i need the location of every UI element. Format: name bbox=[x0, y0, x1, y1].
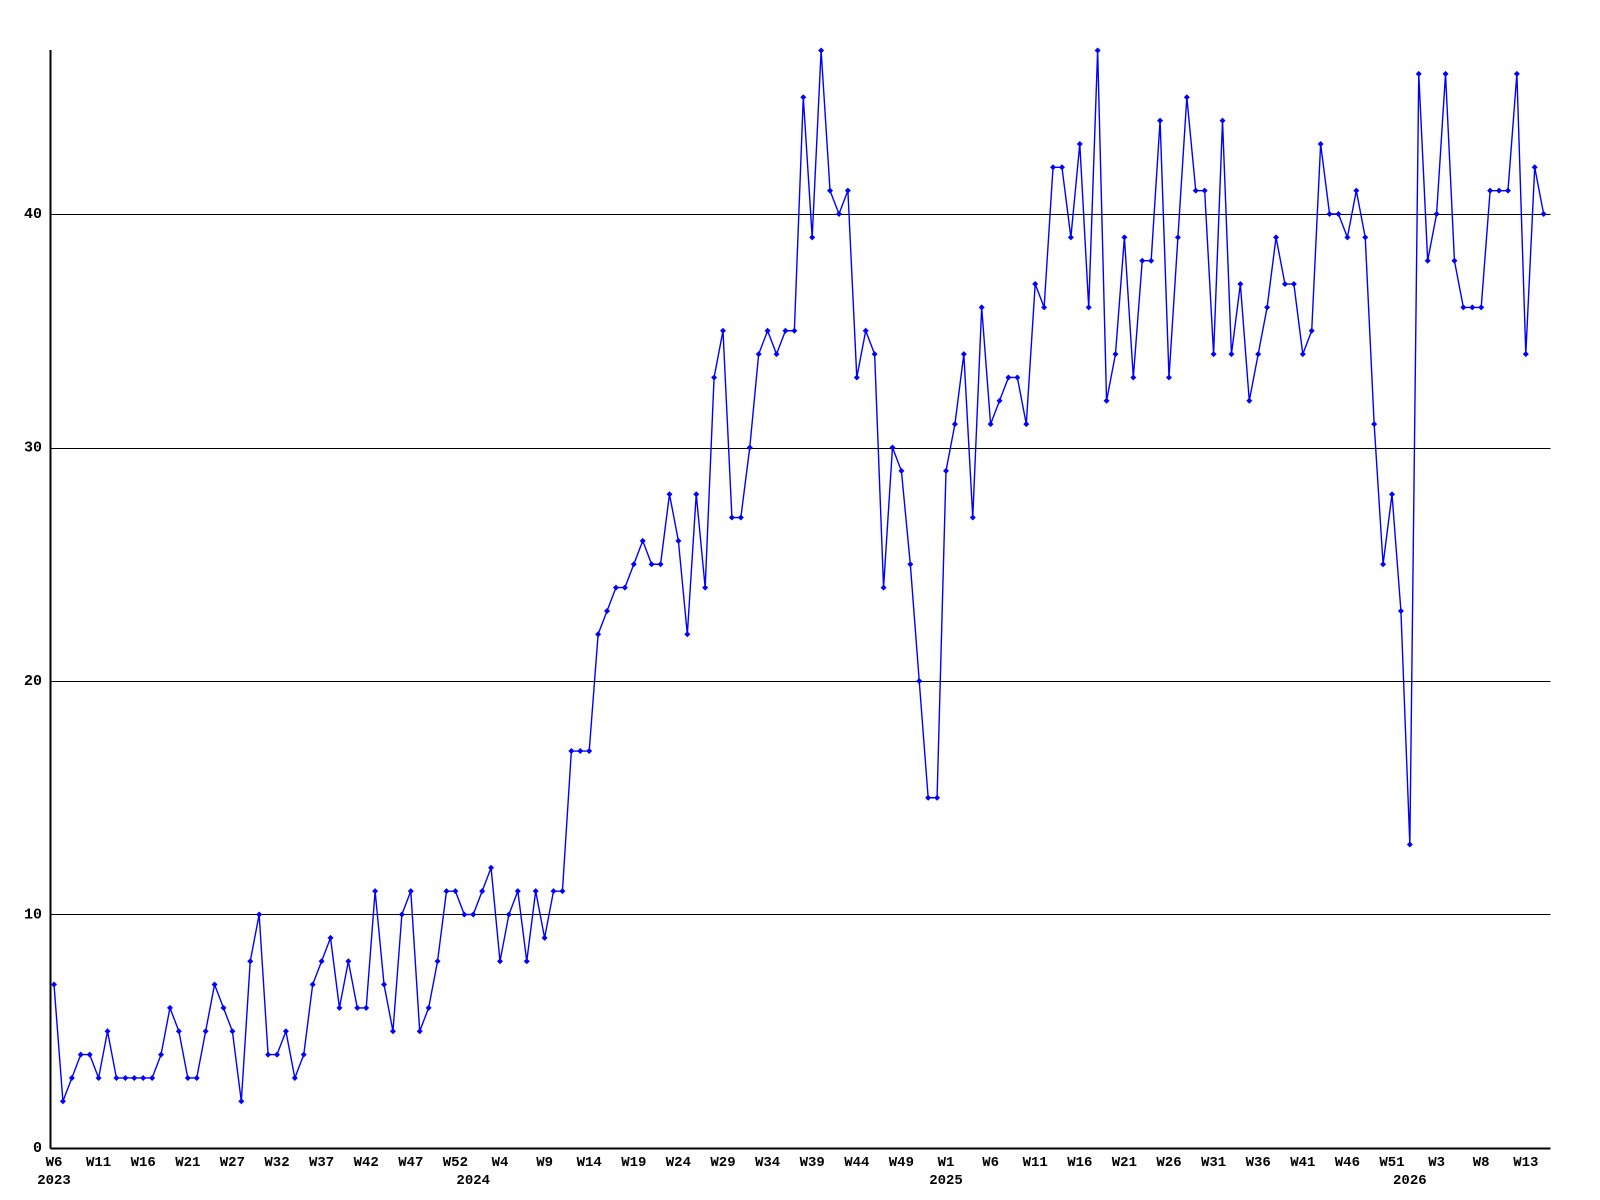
svg-text:W31: W31 bbox=[1201, 1155, 1226, 1171]
svg-text:W6: W6 bbox=[46, 1155, 63, 1171]
svg-text:2026: 2026 bbox=[1393, 1173, 1427, 1189]
svg-text:40: 40 bbox=[24, 206, 42, 223]
svg-text:W44: W44 bbox=[844, 1155, 869, 1171]
svg-text:W24: W24 bbox=[666, 1155, 691, 1171]
svg-text:W21: W21 bbox=[1112, 1155, 1137, 1171]
svg-text:W6: W6 bbox=[982, 1155, 999, 1171]
svg-text:2024: 2024 bbox=[456, 1173, 490, 1189]
svg-text:W34: W34 bbox=[755, 1155, 780, 1171]
svg-text:30: 30 bbox=[24, 440, 42, 457]
svg-text:W32: W32 bbox=[264, 1155, 289, 1171]
svg-text:W36: W36 bbox=[1246, 1155, 1271, 1171]
svg-text:10: 10 bbox=[24, 907, 42, 924]
svg-text:W41: W41 bbox=[1290, 1155, 1315, 1171]
svg-text:W19: W19 bbox=[621, 1155, 646, 1171]
svg-text:W21: W21 bbox=[175, 1155, 200, 1171]
svg-text:W8: W8 bbox=[1473, 1155, 1490, 1171]
svg-text:W1: W1 bbox=[938, 1155, 955, 1171]
svg-text:W14: W14 bbox=[577, 1155, 602, 1171]
svg-text:20: 20 bbox=[24, 673, 42, 690]
svg-text:W26: W26 bbox=[1156, 1155, 1181, 1171]
svg-text:W13: W13 bbox=[1513, 1155, 1538, 1171]
svg-text:W27: W27 bbox=[220, 1155, 245, 1171]
svg-text:W16: W16 bbox=[1067, 1155, 1092, 1171]
svg-text:W42: W42 bbox=[354, 1155, 379, 1171]
svg-text:W11: W11 bbox=[86, 1155, 111, 1171]
svg-text:W29: W29 bbox=[710, 1155, 735, 1171]
svg-text:2025: 2025 bbox=[929, 1173, 963, 1189]
svg-text:W16: W16 bbox=[131, 1155, 156, 1171]
svg-text:W37: W37 bbox=[309, 1155, 334, 1171]
svg-text:W4: W4 bbox=[492, 1155, 509, 1171]
svg-text:W39: W39 bbox=[800, 1155, 825, 1171]
svg-text:W49: W49 bbox=[889, 1155, 914, 1171]
svg-text:W47: W47 bbox=[398, 1155, 423, 1171]
svg-text:0: 0 bbox=[33, 1140, 42, 1157]
svg-text:W46: W46 bbox=[1335, 1155, 1360, 1171]
svg-text:W11: W11 bbox=[1023, 1155, 1048, 1171]
svg-text:W9: W9 bbox=[536, 1155, 553, 1171]
svg-text:W51: W51 bbox=[1379, 1155, 1404, 1171]
svg-text:W52: W52 bbox=[443, 1155, 468, 1171]
svg-text:W3: W3 bbox=[1428, 1155, 1445, 1171]
svg-text:2023: 2023 bbox=[37, 1173, 71, 1189]
